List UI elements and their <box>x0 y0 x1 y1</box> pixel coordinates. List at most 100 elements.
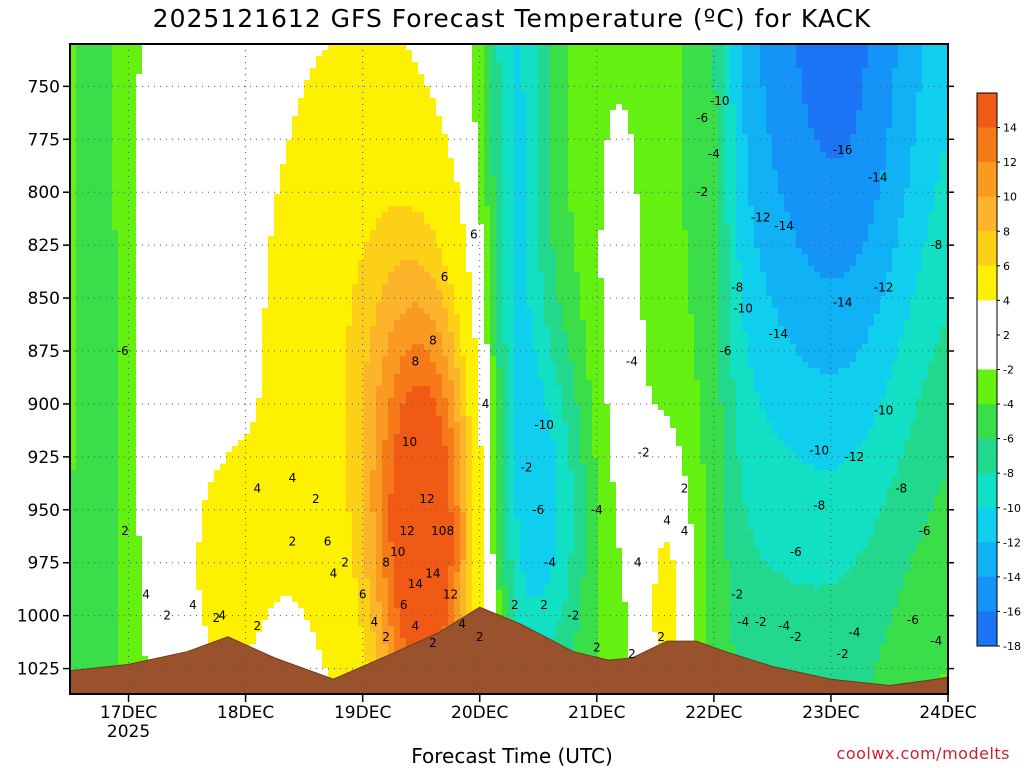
temperature-cell <box>220 194 227 201</box>
temperature-cell <box>334 50 341 57</box>
temperature-cell <box>334 494 341 501</box>
temperature-cell <box>340 302 347 309</box>
temperature-cell <box>328 308 335 315</box>
temperature-cell <box>250 626 257 633</box>
temperature-cell <box>112 200 119 207</box>
temperature-cell <box>124 470 131 477</box>
temperature-cell <box>232 542 239 549</box>
temperature-cell <box>112 434 119 441</box>
temperature-cell <box>94 512 101 519</box>
temperature-cell <box>136 248 143 255</box>
temperature-cell <box>280 158 287 165</box>
temperature-cell <box>274 374 281 381</box>
temperature-cell <box>142 98 149 105</box>
temperature-cell <box>328 56 335 63</box>
temperature-cell <box>166 284 173 291</box>
temperature-cell <box>292 362 299 369</box>
temperature-cell <box>166 584 173 591</box>
temperature-cell <box>154 602 161 609</box>
temperature-cell <box>124 50 131 57</box>
temperature-cell <box>214 188 221 195</box>
temperature-cell <box>88 392 95 399</box>
temperature-cell <box>208 50 215 57</box>
temperature-cell <box>280 296 287 303</box>
temperature-cell <box>220 452 227 459</box>
temperature-cell <box>88 446 95 453</box>
temperature-cell <box>124 182 131 189</box>
temperature-cell <box>340 62 347 69</box>
temperature-cell <box>280 608 287 615</box>
temperature-cell <box>202 548 209 555</box>
temperature-cell <box>118 308 125 315</box>
temperature-cell <box>82 488 89 495</box>
temperature-cell <box>88 92 95 99</box>
temperature-cell <box>166 302 173 309</box>
temperature-cell <box>118 314 125 321</box>
temperature-cell <box>238 608 245 615</box>
temperature-cell <box>238 302 245 309</box>
temperature-cell <box>208 476 215 483</box>
temperature-cell <box>106 338 113 345</box>
temperature-cell <box>220 320 227 327</box>
temperature-cell <box>106 632 113 639</box>
temperature-cell <box>196 326 203 333</box>
temperature-cell <box>190 80 197 87</box>
temperature-cell <box>76 452 83 459</box>
temperature-cell <box>268 500 275 507</box>
temperature-cell <box>214 542 221 549</box>
temperature-cell <box>196 386 203 393</box>
temperature-cell <box>244 488 251 495</box>
temperature-cell <box>148 494 155 501</box>
temperature-cell <box>190 236 197 243</box>
temperature-cell <box>226 56 233 63</box>
temperature-cell <box>184 422 191 429</box>
temperature-cell <box>94 626 101 633</box>
temperature-cell <box>184 86 191 93</box>
temperature-cell <box>190 218 197 225</box>
temperature-cell <box>202 266 209 273</box>
temperature-cell <box>124 458 131 465</box>
temperature-cell <box>250 536 257 543</box>
temperature-cell <box>304 548 311 555</box>
temperature-cell <box>196 44 203 51</box>
temperature-cell <box>148 68 155 75</box>
temperature-cell <box>250 632 257 639</box>
temperature-cell <box>256 116 263 123</box>
temperature-cell <box>232 86 239 93</box>
temperature-cell <box>154 644 161 651</box>
temperature-cell <box>70 188 77 195</box>
temperature-cell <box>292 110 299 117</box>
temperature-cell <box>196 152 203 159</box>
temperature-cell <box>172 548 179 555</box>
temperature-cell <box>124 446 131 453</box>
temperature-cell <box>202 320 209 327</box>
temperature-cell <box>226 440 233 447</box>
temperature-cell <box>82 374 89 381</box>
temperature-cell <box>226 356 233 363</box>
temperature-cell <box>130 578 137 585</box>
temperature-cell <box>202 518 209 525</box>
temperature-cell <box>142 68 149 75</box>
temperature-cell <box>166 56 173 63</box>
temperature-cell <box>328 296 335 303</box>
temperature-cell <box>334 506 341 513</box>
temperature-cell <box>178 308 185 315</box>
temperature-cell <box>298 320 305 327</box>
temperature-cell <box>112 266 119 273</box>
temperature-cell <box>142 458 149 465</box>
temperature-cell <box>142 170 149 177</box>
temperature-cell <box>232 596 239 603</box>
temperature-cell <box>232 380 239 387</box>
temperature-cell <box>316 518 323 525</box>
temperature-cell <box>280 404 287 411</box>
temperature-cell <box>334 452 341 459</box>
temperature-cell <box>340 176 347 183</box>
temperature-cell <box>316 656 323 663</box>
temperature-cell <box>154 212 161 219</box>
temperature-cell <box>226 410 233 417</box>
temperature-cell <box>70 320 77 327</box>
temperature-cell <box>292 554 299 561</box>
temperature-cell <box>184 254 191 261</box>
temperature-cell <box>82 440 89 447</box>
temperature-cell <box>148 296 155 303</box>
